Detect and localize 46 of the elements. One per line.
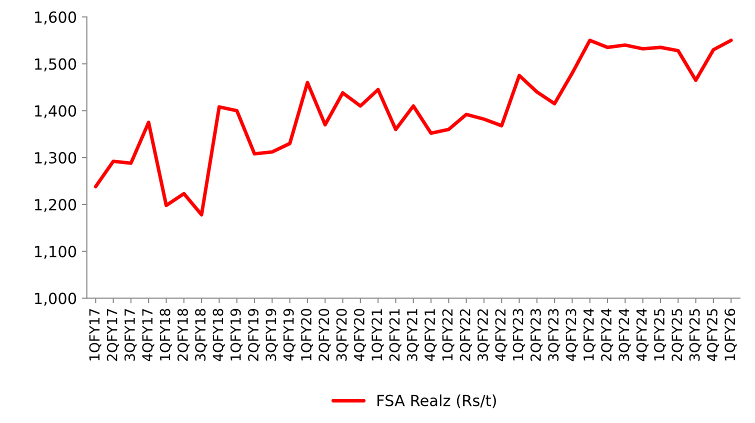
x-tick-label: 1QFY18 xyxy=(160,308,172,360)
x-tick-label: 4QFY25 xyxy=(706,309,720,362)
x-tick-label: 4QFY20 xyxy=(354,308,366,362)
x-tick-label: 1QFY22 xyxy=(442,309,454,360)
y-tick-label: 1,600 xyxy=(35,11,76,24)
x-tick-label: 4QFY24 xyxy=(636,308,648,362)
x-tick-label: 2QFY23 xyxy=(530,309,543,361)
x-tick-label: 2QFY21 xyxy=(389,309,402,361)
y-tick-label: 1,100 xyxy=(35,246,76,259)
x-tick-label: 2QFY17 xyxy=(106,309,119,361)
y-tick-label: 1,300 xyxy=(35,152,76,166)
x-tick-label: 1QFY21 xyxy=(372,309,384,360)
x-tick-label: 3QFY22 xyxy=(477,309,490,361)
x-tick-label: 3QFY24 xyxy=(618,308,631,361)
x-tick-label: 3QFY20 xyxy=(336,308,348,361)
x-tick-label: 4QFY19 xyxy=(283,308,296,362)
x-tick-label: 1QFY20 xyxy=(300,308,314,360)
x-tick-label: 4QFY22 xyxy=(495,309,508,362)
x-tick-label: 3QFY25 xyxy=(689,309,702,361)
x-tick-label: 3QFY21 xyxy=(406,309,419,361)
y-tick-label: 1,200 xyxy=(35,198,76,212)
x-tick-label: 2QFY25 xyxy=(672,309,684,361)
x-tick-label: 4QFY17 xyxy=(142,309,154,362)
x-tick-label: 4QFY18 xyxy=(212,308,225,362)
x-tick-label: 1QFY26 xyxy=(724,308,737,360)
y-tick-label: 1,000 xyxy=(35,292,76,306)
x-tick-label: 4QFY23 xyxy=(566,309,578,362)
x-tick-label: 3QFY23 xyxy=(548,309,560,361)
x-tick-label: 2QFY24 xyxy=(601,308,614,361)
x-tick-label: 2QFY19 xyxy=(248,308,260,361)
x-tick-label: 2QFY18 xyxy=(177,308,190,361)
y-tick-label: 1,500 xyxy=(35,58,76,72)
x-tick-label: 1QFY19 xyxy=(230,308,242,360)
x-tick-label: 4QFY21 xyxy=(424,309,437,362)
x-tick-label: 3QFY18 xyxy=(195,308,208,361)
y-tick-label: 1,400 xyxy=(35,105,76,118)
x-tick-label: 1QFY24 xyxy=(583,308,596,360)
x-tick-label: 1QFY23 xyxy=(512,309,525,360)
x-tick-label: 1QFY25 xyxy=(654,309,666,360)
x-tick-label: 3QFY19 xyxy=(266,308,278,361)
line-series xyxy=(94,38,733,216)
x-tick-label: 1QFY17 xyxy=(89,309,102,360)
x-tick-label: 2QFY20 xyxy=(318,308,331,361)
legend-label: FSA Realz (Rs/t) xyxy=(378,394,496,408)
x-tick-label: 2QFY22 xyxy=(460,309,472,361)
x-tick-label: 3QFY17 xyxy=(124,309,137,361)
